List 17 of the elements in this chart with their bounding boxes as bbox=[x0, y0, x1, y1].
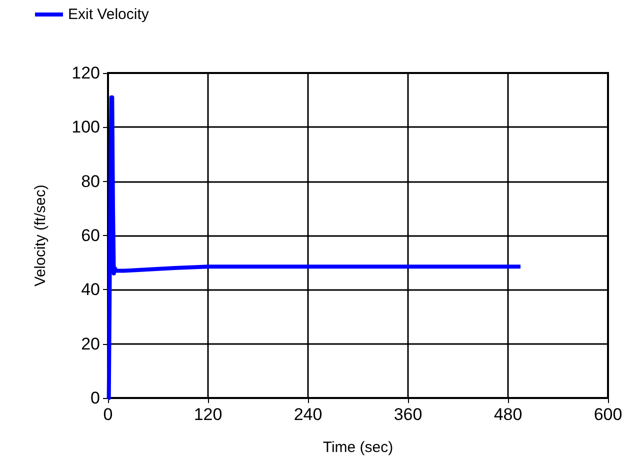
legend-label: Exit Velocity bbox=[68, 6, 150, 23]
y-tick-label: 20 bbox=[81, 334, 100, 354]
x-tick-label: 240 bbox=[294, 405, 322, 424]
line-series bbox=[106, 95, 522, 400]
y-tick-label: 0 bbox=[90, 388, 100, 408]
x-tick-label: 120 bbox=[194, 405, 222, 424]
y-tick-label: 40 bbox=[81, 280, 100, 300]
y-tick-label: 60 bbox=[81, 226, 100, 245]
y-tick-label: 80 bbox=[81, 172, 100, 191]
x-tick-label: 480 bbox=[494, 405, 522, 424]
x-tick-label: 360 bbox=[394, 405, 422, 424]
y-tick-label: 100 bbox=[72, 118, 100, 137]
y-tick-label: 120 bbox=[72, 64, 100, 82]
y-axis-title: Velocity (ft/sec) bbox=[32, 184, 49, 286]
x-axis-title: Time (sec) bbox=[322, 439, 394, 456]
x-tick-label: 600 bbox=[594, 405, 622, 424]
x-tick-label: 0 bbox=[103, 405, 113, 424]
